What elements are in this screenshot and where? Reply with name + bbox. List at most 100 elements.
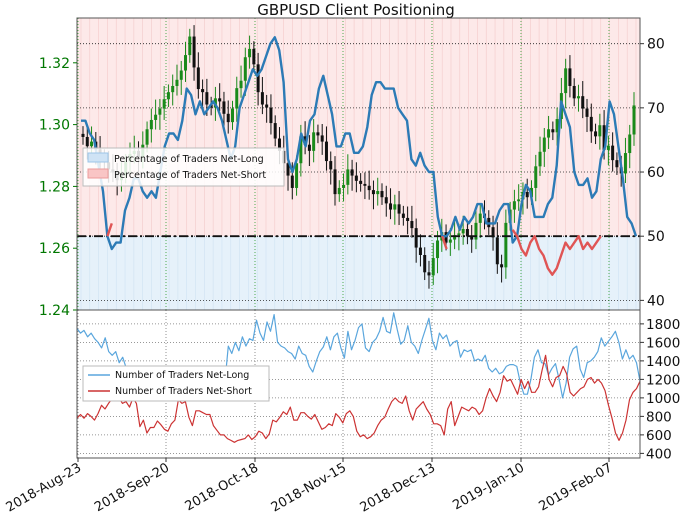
right-tick-label: 70 <box>647 101 665 117</box>
series-line-percent-net-long <box>81 36 638 251</box>
candle-body <box>188 36 192 56</box>
candle-body <box>465 229 469 237</box>
candle-body <box>205 92 209 105</box>
candle-body <box>367 185 371 191</box>
candle-body <box>431 258 435 276</box>
candle-body <box>239 80 243 89</box>
candle-body <box>320 135 324 142</box>
candle-body <box>393 204 397 210</box>
candle-body <box>517 199 521 202</box>
right-tick-label: 1000 <box>646 391 680 407</box>
candle-body <box>145 129 149 145</box>
candle-body <box>222 101 226 114</box>
legend-label-net-long: Percentage of Traders Net-Long <box>114 154 264 165</box>
right-tick-label: 600 <box>646 428 672 444</box>
candle-body <box>594 131 598 137</box>
candle-body <box>299 136 303 164</box>
candle-body <box>149 119 153 130</box>
left-tick-label: 1.32 <box>39 56 70 72</box>
candle-body <box>371 190 375 195</box>
x-tick-label: 2018-Dec-13 <box>358 460 438 513</box>
x-tick-label: 2018-Sep-20 <box>92 460 172 513</box>
candle-body <box>346 169 350 185</box>
candle-body <box>218 98 222 102</box>
candle-body <box>568 68 572 86</box>
candle-body <box>175 79 179 86</box>
candle-body <box>260 92 264 105</box>
candle-body <box>324 141 328 162</box>
candle-body <box>397 204 401 214</box>
x-tick-label: 2018-Nov-15 <box>269 460 349 513</box>
candle-body <box>196 67 200 90</box>
candle-body <box>312 132 316 151</box>
candle-body <box>448 239 452 243</box>
series-line-count-net-short <box>76 354 641 443</box>
candle-body <box>542 137 546 152</box>
candle-body <box>585 108 589 117</box>
candle-body <box>555 119 559 133</box>
candle-body <box>184 55 188 71</box>
candle-body <box>602 125 606 150</box>
candle-body <box>256 64 260 93</box>
candle-body <box>166 92 170 100</box>
candle-body <box>154 114 158 120</box>
legend-box <box>82 365 270 402</box>
right-tick-label: 800 <box>646 409 672 425</box>
candle-body <box>615 160 619 168</box>
candle-body <box>495 237 499 265</box>
candle-body <box>85 136 89 147</box>
candle-body <box>333 169 337 195</box>
candle-body <box>290 175 294 188</box>
candle-body <box>359 180 363 184</box>
legend-bottom: Number of Traders Net-Long Number of Trad… <box>82 365 270 402</box>
candle-body <box>598 125 602 137</box>
candle-body <box>410 221 414 229</box>
legend-box <box>82 147 285 187</box>
candle-body <box>273 123 277 139</box>
candle-body <box>158 108 162 115</box>
right-tick-label: 1800 <box>646 317 680 333</box>
candle-body <box>179 70 183 80</box>
legend-swatch-net-short <box>87 168 109 179</box>
bottom-plot-frame <box>76 309 641 459</box>
candle-body <box>474 222 478 240</box>
candle-body <box>350 169 354 176</box>
candle-body <box>427 272 431 276</box>
candle-body <box>337 187 341 195</box>
candle-body <box>589 116 593 132</box>
left-tick-label: 1.30 <box>39 118 70 134</box>
candle-body <box>606 145 610 150</box>
right-tick-label: 1600 <box>646 335 680 351</box>
candle-body <box>192 36 196 68</box>
series-line-percent-net-short <box>106 223 602 276</box>
candle-body <box>171 85 175 93</box>
x-tick-label: 2018-Aug-23 <box>4 460 84 513</box>
candle-body <box>376 191 380 195</box>
candle-body <box>81 133 85 137</box>
candle-body <box>316 132 320 136</box>
candle-body <box>576 96 580 99</box>
candle-body <box>453 235 457 240</box>
candle-body <box>547 129 551 138</box>
candle-body <box>491 227 495 238</box>
right-tick-label: 400 <box>646 446 672 462</box>
x-tick-label: 2019-Feb-07 <box>536 460 615 513</box>
candle-body <box>500 264 504 268</box>
x-axis: 2018-Aug-23 2018-Sep-20 2018-Oct-18 2018-No… <box>4 458 615 513</box>
candle-body <box>478 213 482 223</box>
candle-body <box>354 175 358 181</box>
candle-body <box>363 183 367 186</box>
candle-body <box>504 222 508 268</box>
candle-body <box>235 88 239 109</box>
candle-body <box>512 201 516 210</box>
right-tick-label: 1400 <box>646 354 680 370</box>
candle-body <box>269 107 273 124</box>
legend-label-count-net-long: Number of Traders Net-Long <box>115 370 249 381</box>
candle-body <box>534 166 538 188</box>
candle-body <box>307 144 311 151</box>
price-positioning-panel: 1.24 1.26 1.28 1.30 1.32 40 50 60 70 80 Percentage… <box>39 17 665 319</box>
candle-body <box>525 191 529 198</box>
candle-body <box>329 161 333 170</box>
right-tick-label: 1200 <box>646 372 680 388</box>
